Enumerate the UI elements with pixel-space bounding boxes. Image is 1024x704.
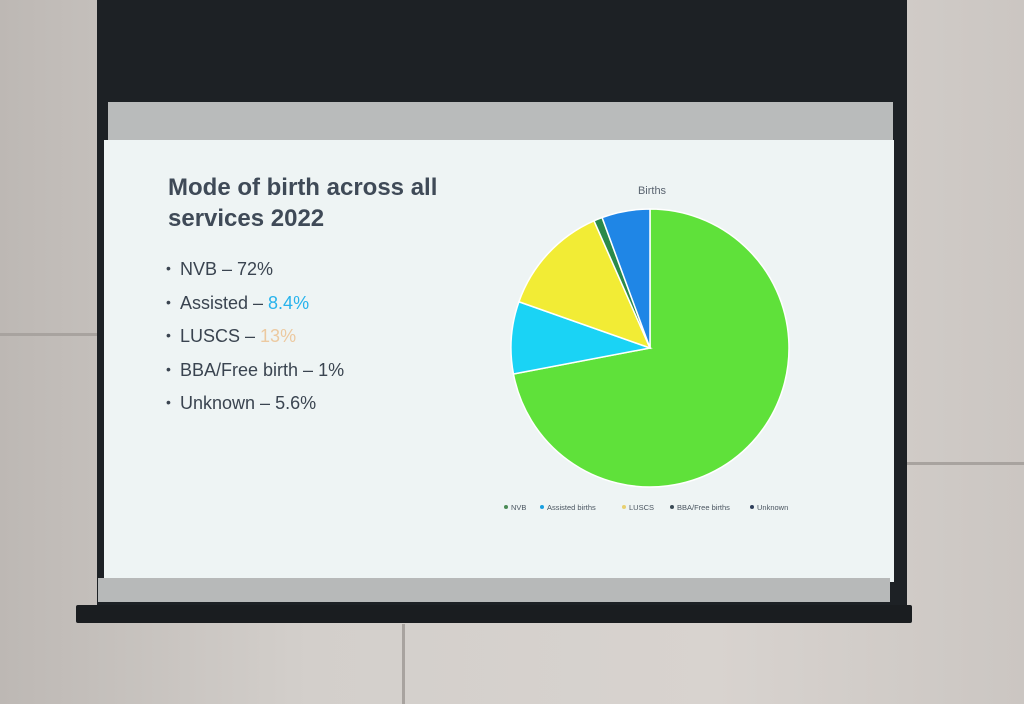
bullet-separator: – xyxy=(248,292,269,313)
bullet-value: 5.6% xyxy=(275,393,317,413)
bullet-label: LUSCS xyxy=(180,326,241,346)
pie-chart: Births NVB Assisted births LUSCS BBA/Free b… xyxy=(504,185,790,512)
legend-label: Assisted births xyxy=(547,503,596,512)
bullet-dot-icon: • xyxy=(166,260,171,276)
bullet-label: BBA/Free birth xyxy=(180,359,299,380)
bullet-label: NVB xyxy=(180,259,218,279)
bullet-separator: – xyxy=(298,359,319,380)
wall-seam xyxy=(0,333,97,336)
bullet-dot-icon: • xyxy=(166,327,171,343)
bullet-separator: – xyxy=(240,326,261,346)
legend-marker xyxy=(670,505,674,509)
bullet-value: 1% xyxy=(318,359,345,380)
pie-slices xyxy=(510,208,790,488)
legend-label: LUSCS xyxy=(629,503,654,512)
legend-label: Unknown xyxy=(757,503,788,512)
bullet-item: • Unknown – 5.6% xyxy=(166,391,344,425)
chart-legend: NVB Assisted births LUSCS BBA/Free births Un… xyxy=(504,503,788,512)
slide-bottom-band xyxy=(98,578,890,602)
bullet-item: • BBA/Free birth – 1% xyxy=(166,358,344,392)
bullet-separator: – xyxy=(255,393,276,413)
pie-slice-unknown xyxy=(601,208,651,349)
legend-marker xyxy=(540,505,544,509)
bullet-item: • NVB – 72% xyxy=(166,257,344,291)
bullet-value: 8.4% xyxy=(268,292,310,313)
bullet-list: • NVB – 72% • Assisted – 8.4% • LUSCS – 13%… xyxy=(166,257,344,425)
legend-marker xyxy=(750,505,754,509)
slide-title: Mode of birth across all services 2022 xyxy=(168,174,438,232)
bullet-value: 13% xyxy=(260,326,297,346)
legend-label: BBA/Free births xyxy=(677,503,730,512)
bullet-item: • Assisted – 8.4% xyxy=(166,291,344,325)
legend-marker xyxy=(622,505,626,509)
bullet-value: 72% xyxy=(237,259,274,279)
bullet-dot-icon: • xyxy=(166,394,171,410)
pie-slice-luscs xyxy=(517,219,652,350)
chart-title: Births xyxy=(638,185,667,197)
wall-seam xyxy=(402,624,405,704)
bullet-dot-icon: • xyxy=(166,293,171,310)
bullet-label: Assisted xyxy=(180,292,249,313)
legend-label: NVB xyxy=(511,503,526,512)
bullet-label: Unknown xyxy=(180,393,256,413)
bullet-item: • LUSCS – 13% xyxy=(166,324,344,358)
legend-marker xyxy=(504,505,508,509)
bullet-dot-icon: • xyxy=(166,360,171,377)
wall-seam xyxy=(907,462,1024,465)
bullet-separator: – xyxy=(217,259,238,279)
projector-screen-bar xyxy=(76,605,912,623)
slide-top-band xyxy=(108,102,893,142)
